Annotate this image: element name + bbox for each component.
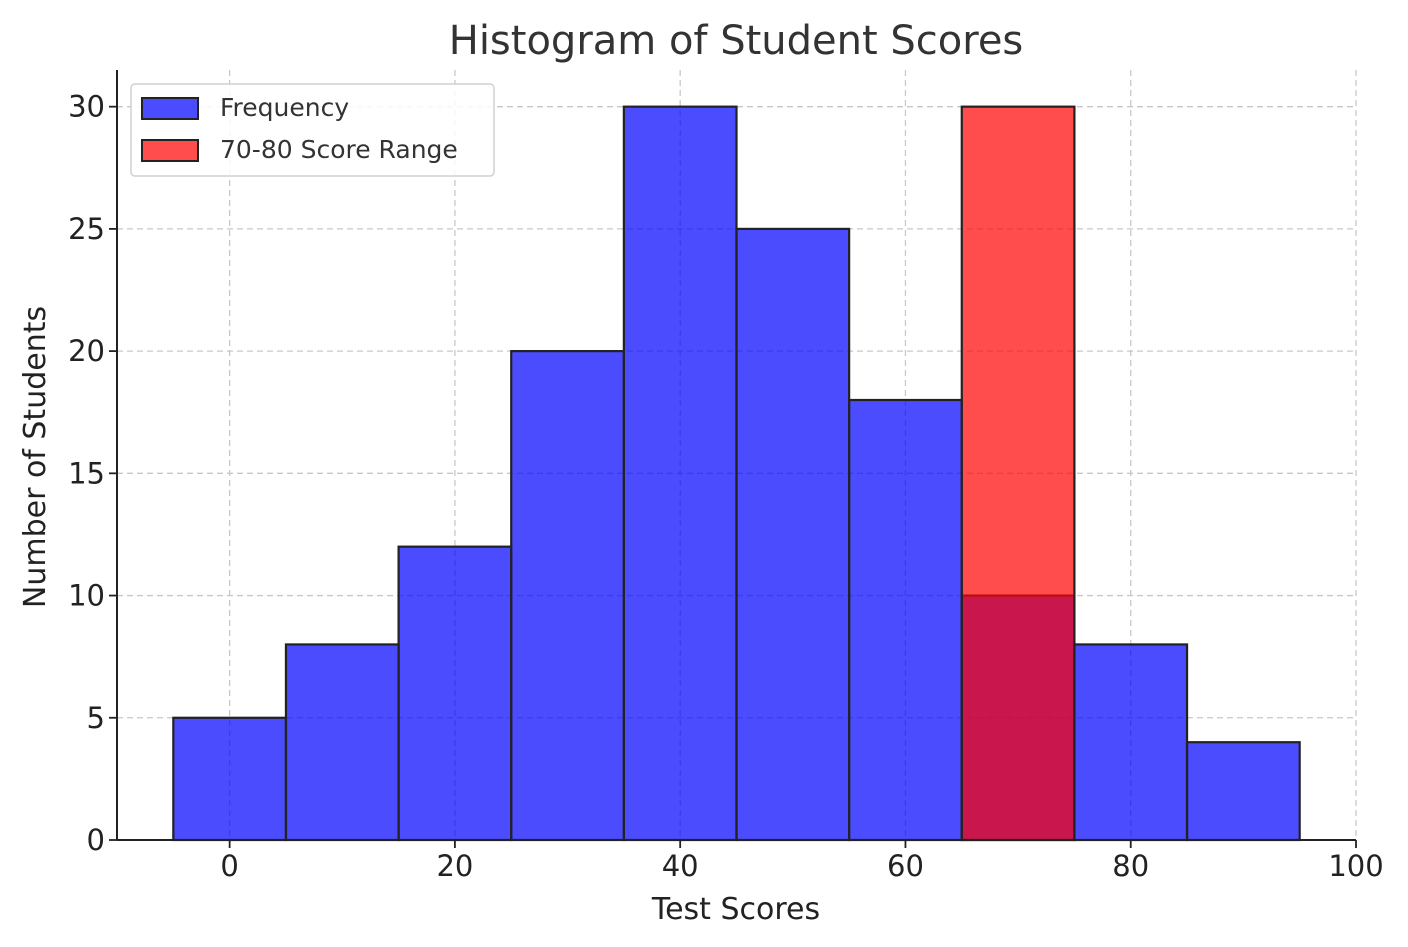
bar-frequency-80 [1073, 643, 1189, 842]
y-axis-ticks: 0 5 10 15 20 25 30 [68, 90, 117, 857]
bar-highlight-70 [960, 105, 1076, 842]
bar-frequency-10 [284, 643, 400, 842]
y-tick-label: 0 [87, 823, 105, 857]
legend-box [130, 83, 495, 177]
bars-layer [172, 105, 1301, 842]
legend-label: 70-80 Score Range [220, 135, 458, 164]
x-axis-ticks: 0 20 40 60 80 100 [220, 840, 1384, 883]
x-tick-label: 40 [662, 849, 699, 883]
x-tick-label: 60 [887, 849, 924, 883]
y-tick-label: 30 [68, 90, 105, 124]
bar-frequency-60 [848, 398, 963, 842]
y-tick-label: 20 [68, 334, 105, 368]
bar-frequency-30 [510, 350, 625, 842]
bar-frequency-50 [735, 227, 851, 842]
y-tick-label: 25 [68, 212, 105, 246]
legend-swatch [141, 97, 199, 120]
x-tick-label: 20 [436, 849, 473, 883]
y-tick-label: 15 [68, 456, 105, 490]
legend: Frequency 70-80 Score Range [130, 83, 495, 177]
y-tick-label: 10 [68, 579, 105, 613]
legend-swatch [141, 139, 199, 162]
legend-label: Frequency [220, 93, 349, 122]
y-tick-label: 5 [87, 701, 105, 735]
chart-title: Histogram of Student Scores [449, 18, 1024, 64]
bar-frequency-0 [172, 716, 288, 842]
bar-frequency-40 [622, 105, 738, 842]
x-tick-label: 80 [1112, 849, 1149, 883]
bar-frequency-20 [397, 545, 513, 842]
x-axis-label: Test Scores [651, 892, 820, 927]
x-tick-label: 100 [1328, 849, 1383, 883]
x-tick-label: 0 [220, 849, 238, 883]
y-axis-label: Number of Students [18, 306, 53, 608]
bar-frequency-90 [1185, 741, 1301, 842]
axes [116, 70, 1356, 841]
